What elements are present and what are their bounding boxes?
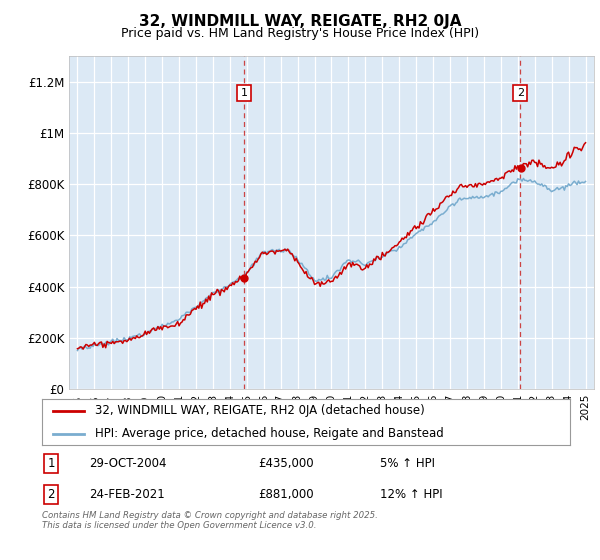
Text: 2: 2	[517, 88, 524, 98]
Text: Price paid vs. HM Land Registry's House Price Index (HPI): Price paid vs. HM Land Registry's House …	[121, 27, 479, 40]
Text: 1: 1	[241, 88, 247, 98]
Text: 29-OCT-2004: 29-OCT-2004	[89, 456, 167, 470]
Text: 24-FEB-2021: 24-FEB-2021	[89, 488, 165, 501]
Text: £881,000: £881,000	[259, 488, 314, 501]
Text: 2: 2	[47, 488, 55, 501]
Text: 32, WINDMILL WAY, REIGATE, RH2 0JA: 32, WINDMILL WAY, REIGATE, RH2 0JA	[139, 14, 461, 29]
Text: £435,000: £435,000	[259, 456, 314, 470]
Text: 5% ↑ HPI: 5% ↑ HPI	[380, 456, 435, 470]
Text: HPI: Average price, detached house, Reigate and Banstead: HPI: Average price, detached house, Reig…	[95, 427, 443, 440]
Text: 12% ↑ HPI: 12% ↑ HPI	[380, 488, 443, 501]
Text: 32, WINDMILL WAY, REIGATE, RH2 0JA (detached house): 32, WINDMILL WAY, REIGATE, RH2 0JA (deta…	[95, 404, 425, 417]
Text: 1: 1	[47, 456, 55, 470]
Text: Contains HM Land Registry data © Crown copyright and database right 2025.
This d: Contains HM Land Registry data © Crown c…	[42, 511, 378, 530]
